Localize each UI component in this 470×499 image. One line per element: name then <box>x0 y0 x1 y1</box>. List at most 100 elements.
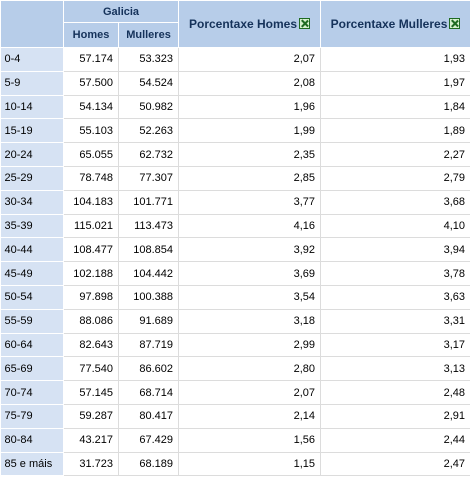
homes-cell: 102.188 <box>63 261 119 286</box>
table-row: 5-9 57.500 54.524 2,08 1,97 <box>0 71 470 96</box>
pct-mulleres-cell: 1,93 <box>320 47 470 72</box>
table-row: 35-39 115.021 113.473 4,16 4,10 <box>0 214 470 239</box>
pct-mulleres-header-label: Porcentaxe Mulleres <box>330 17 448 31</box>
pct-mulleres-cell: 4,10 <box>320 214 470 239</box>
age-cell: 10-14 <box>0 95 64 120</box>
region-header: Galicia <box>62 0 180 23</box>
mulleres-cell: 53.323 <box>118 47 180 72</box>
pct-homes-cell: 1,56 <box>178 428 322 453</box>
table-row: 65-69 77.540 86.602 2,80 3,13 <box>0 356 470 382</box>
mulleres-header: Mulleres <box>117 22 180 48</box>
pct-homes-cell: 2,85 <box>178 166 322 191</box>
age-cell: 80-84 <box>0 428 64 453</box>
age-cell: 15-19 <box>0 118 64 144</box>
excel-icon[interactable] <box>299 18 311 29</box>
pct-homes-cell: 4,16 <box>178 214 322 239</box>
homes-cell: 77.540 <box>63 356 119 382</box>
pct-mulleres-cell: 3,68 <box>320 190 470 215</box>
age-cell: 5-9 <box>0 71 64 96</box>
pct-homes-cell: 2,35 <box>178 142 322 167</box>
homes-cell: 59.287 <box>63 404 119 429</box>
mulleres-cell: 100.388 <box>118 285 180 310</box>
pct-homes-cell: 2,14 <box>178 404 322 429</box>
pct-mulleres-cell: 3,17 <box>320 333 470 358</box>
pct-homes-cell: 2,08 <box>178 71 322 96</box>
pct-homes-cell: 3,77 <box>178 190 322 215</box>
homes-cell: 57.174 <box>63 47 119 72</box>
age-cell: 45-49 <box>0 261 64 286</box>
mulleres-cell: 87.719 <box>118 333 180 358</box>
age-cell: 50-54 <box>0 285 64 310</box>
homes-cell: 97.898 <box>63 285 119 310</box>
pct-homes-header: Porcentaxe Homes <box>178 0 322 48</box>
table-row: 55-59 88.086 91.689 3,18 3,31 <box>0 309 470 334</box>
mulleres-cell: 80.417 <box>118 404 180 429</box>
pct-homes-cell: 1,15 <box>178 452 322 477</box>
table-row: 20-24 65.055 62.732 2,35 2,27 <box>0 142 470 167</box>
mulleres-cell: 62.732 <box>118 142 180 167</box>
pct-mulleres-cell: 2,47 <box>320 452 470 477</box>
age-cell: 35-39 <box>0 214 64 239</box>
population-table: Galicia Porcentaxe Homes Porcentaxe Mull… <box>0 0 470 476</box>
table-row: 15-19 55.103 52.263 1,99 1,89 <box>0 118 470 144</box>
pct-mulleres-cell: 2,79 <box>320 166 470 191</box>
table-row: 45-49 102.188 104.442 3,69 3,78 <box>0 261 470 286</box>
mulleres-cell: 91.689 <box>118 309 180 334</box>
age-cell: 85 e máis <box>0 452 64 477</box>
pct-mulleres-cell: 3,13 <box>320 356 470 382</box>
mulleres-cell: 67.429 <box>118 428 180 453</box>
age-cell: 40-44 <box>0 237 64 263</box>
homes-cell: 55.103 <box>63 118 119 144</box>
homes-cell: 43.217 <box>63 428 119 453</box>
age-cell: 0-4 <box>0 47 64 72</box>
age-cell: 75-79 <box>0 404 64 429</box>
homes-cell: 115.021 <box>63 214 119 239</box>
pct-mulleres-cell: 1,97 <box>320 71 470 96</box>
mulleres-cell: 86.602 <box>118 356 180 382</box>
table-row: 10-14 54.134 50.982 1,96 1,84 <box>0 95 470 120</box>
pct-mulleres-cell: 3,94 <box>320 237 470 263</box>
mulleres-cell: 68.189 <box>118 452 180 477</box>
pct-homes-cell: 3,92 <box>178 237 322 263</box>
table-row: 60-64 82.643 87.719 2,99 3,17 <box>0 333 470 358</box>
pct-homes-cell: 2,07 <box>178 47 322 72</box>
homes-cell: 54.134 <box>63 95 119 120</box>
table-row: 80-84 43.217 67.429 1,56 2,44 <box>0 428 470 453</box>
pct-homes-header-label: Porcentaxe Homes <box>188 17 298 31</box>
excel-icon[interactable] <box>449 18 461 29</box>
pct-homes-cell: 1,96 <box>178 95 322 120</box>
homes-cell: 31.723 <box>63 452 119 477</box>
pct-mulleres-cell: 2,44 <box>320 428 470 453</box>
corner-header <box>0 0 64 48</box>
pct-homes-cell: 2,80 <box>178 356 322 382</box>
mulleres-cell: 52.263 <box>118 118 180 144</box>
pct-mulleres-cell: 1,84 <box>320 95 470 120</box>
table-row: 50-54 97.898 100.388 3,54 3,63 <box>0 285 470 310</box>
age-cell: 65-69 <box>0 356 64 382</box>
pct-mulleres-cell: 2,27 <box>320 142 470 167</box>
age-cell: 70-74 <box>0 380 64 405</box>
mulleres-cell: 108.854 <box>118 237 180 263</box>
age-cell: 55-59 <box>0 309 64 334</box>
pct-homes-cell: 2,99 <box>178 333 322 358</box>
homes-cell: 108.477 <box>63 237 119 263</box>
mulleres-cell: 101.771 <box>118 190 180 215</box>
homes-cell: 57.145 <box>63 380 119 405</box>
homes-header: Homes <box>63 22 119 48</box>
mulleres-cell: 104.442 <box>118 261 180 286</box>
age-cell: 60-64 <box>0 333 64 358</box>
pct-homes-cell: 1,99 <box>178 118 322 144</box>
table-row: 70-74 57.145 68.714 2,07 2,48 <box>0 380 470 405</box>
homes-cell: 104.183 <box>63 190 119 215</box>
pct-mulleres-cell: 3,63 <box>320 285 470 310</box>
pct-mulleres-cell: 2,48 <box>320 380 470 405</box>
age-cell: 20-24 <box>0 142 64 167</box>
mulleres-cell: 77.307 <box>118 166 180 191</box>
pct-homes-cell: 3,18 <box>178 309 322 334</box>
pct-mulleres-cell: 3,31 <box>320 309 470 334</box>
homes-cell: 88.086 <box>63 309 119 334</box>
table-row: 30-34 104.183 101.771 3,77 3,68 <box>0 190 470 215</box>
pct-homes-cell: 2,07 <box>178 380 322 405</box>
mulleres-cell: 50.982 <box>118 95 180 120</box>
